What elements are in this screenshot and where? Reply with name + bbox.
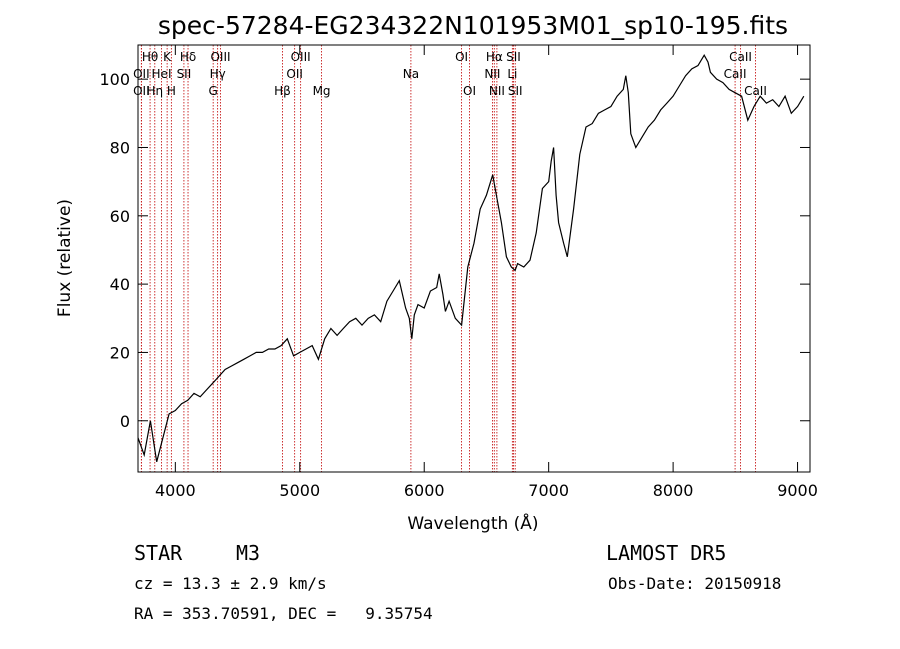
line-label-21: G xyxy=(209,84,218,98)
line-label-25: NII xyxy=(489,84,505,98)
x-tick-label-2: 6000 xyxy=(404,481,445,500)
line-label-24: OI xyxy=(463,84,476,98)
line-label-3: OIII xyxy=(210,50,230,64)
line-label-22: Hβ xyxy=(274,84,291,98)
y-tick-label-2: 40 xyxy=(110,275,130,294)
x-tick-label-1: 5000 xyxy=(279,481,320,500)
survey-name: LAMOST DR5 xyxy=(606,541,727,565)
y-tick-label-4: 80 xyxy=(110,138,130,157)
spectrum-series xyxy=(137,53,805,462)
spectral-line-markers xyxy=(140,45,756,472)
x-tick-label-3: 7000 xyxy=(528,481,569,500)
line-label-6: Hα xyxy=(486,50,503,64)
line-label-19: Hη xyxy=(146,84,163,98)
line-label-17: CaII xyxy=(724,67,747,81)
y-axis-label: Flux (relative) xyxy=(55,199,75,317)
line-label-20: H xyxy=(167,84,176,98)
x-tick-label-5: 9000 xyxy=(777,481,818,500)
line-label-10: HeI xyxy=(152,67,172,81)
line-label-11: SII xyxy=(177,67,192,81)
line-label-7: SII xyxy=(506,50,521,64)
x-tick-label-0: 4000 xyxy=(155,481,196,500)
line-label-18: OII xyxy=(133,84,150,98)
line-label-14: Na xyxy=(403,67,419,81)
line-label-8: CaII xyxy=(729,50,752,64)
observation-date: Obs-Date: 20150918 xyxy=(608,574,782,593)
line-label-16: Li xyxy=(507,67,517,81)
line-label-12: Hγ xyxy=(210,67,226,81)
line-label-15: NII xyxy=(484,67,500,81)
y-tick-label-5: 100 xyxy=(99,70,130,89)
redshift-velocity: cz = 13.3 ± 2.9 km/s xyxy=(134,574,327,593)
line-label-23: Mg xyxy=(313,84,331,98)
object-subclass: M3 xyxy=(236,541,261,565)
x-axis-ticks: 4000 5000 6000 7000 8000 9000 xyxy=(155,45,818,500)
line-label-1: K xyxy=(163,50,172,64)
y-tick-label-0: 0 xyxy=(120,412,130,431)
line-label-26: SII xyxy=(508,84,523,98)
object-class: STAR xyxy=(134,541,183,565)
coordinates: RA = 353.70591, DEC = 9.35754 xyxy=(134,604,433,623)
line-label-9: OII xyxy=(133,67,150,81)
line-label-4: OIII xyxy=(291,50,311,64)
x-tick-label-4: 8000 xyxy=(653,481,694,500)
line-label-27: CaII xyxy=(744,84,767,98)
line-label-13: OII xyxy=(286,67,303,81)
line-label-2: Hδ xyxy=(180,50,196,64)
x-axis-label: Wavelength (Å) xyxy=(407,512,538,534)
chart-title: spec-57284-EG234322N101953M01_sp10-195.f… xyxy=(158,11,788,40)
line-label-5: OI xyxy=(455,50,468,64)
plot-frame xyxy=(137,44,811,473)
y-tick-label-3: 60 xyxy=(110,207,130,226)
y-tick-label-1: 20 xyxy=(110,343,130,362)
line-label-0: Hθ xyxy=(142,50,158,64)
y-axis-ticks: 0 20 40 60 80 100 xyxy=(99,70,810,431)
